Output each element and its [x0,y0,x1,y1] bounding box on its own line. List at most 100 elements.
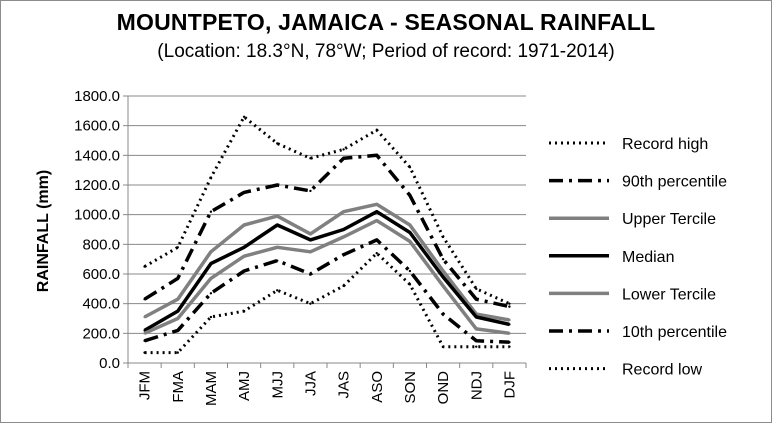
legend-label: Record low [622,362,702,379]
data-point [375,203,378,206]
data-point [242,191,246,194]
data-point [276,142,279,145]
data-point [441,269,445,273]
data-point [508,318,511,322]
data-point [276,183,279,187]
data-point [309,238,312,242]
y-tick-label: 0.0 [99,355,120,372]
series-line-median [143,209,510,332]
data-point [176,277,179,280]
data-point [441,235,445,239]
x-tick-label: ASO [369,371,386,403]
data-point [143,298,146,301]
data-point [209,250,213,253]
data-point [143,339,146,342]
series-line-record-low [144,251,510,355]
x-tick-label: AMJ [236,371,253,401]
data-point [408,231,412,234]
data-point [309,272,312,276]
x-tick-label: JFM [137,371,154,400]
data-point [441,312,445,316]
legend-label: Upper Tercile [622,211,716,228]
y-tick-label: 1400.0 [74,147,120,164]
data-point [441,345,445,348]
data-point [309,250,312,253]
y-tick-label: 1000.0 [74,207,120,224]
data-point [143,329,146,332]
legend-label: Lower Tercile [622,286,716,303]
y-tick-label: 1200.0 [74,177,120,194]
x-tick-label: MAM [203,371,220,406]
data-point [441,257,445,261]
series-lines [143,115,511,355]
data-point [276,259,279,262]
data-point [475,315,478,319]
data-point [475,327,478,331]
data-point [408,166,412,169]
legend-label: Median [622,249,674,266]
data-point [475,345,478,348]
x-tick-label: OND [435,371,452,405]
y-tick-label: 200.0 [82,325,120,342]
series-line-record-high [143,115,511,306]
data-point [342,157,345,160]
gridlines [128,95,526,334]
data-point [242,115,246,118]
data-point [408,223,412,227]
series-line-90th-percentile [143,153,510,309]
y-tick-label: 600.0 [82,266,120,283]
data-point [342,284,345,288]
y-tick-label: 800.0 [82,236,120,253]
data-point [242,255,246,258]
data-point [375,128,378,132]
x-tick-label: FMA [170,371,187,403]
x-tick-label: DJF [501,371,518,399]
data-point [143,332,146,335]
legend: Record high 90th percentile Upper Tercile M… [549,136,727,379]
data-point [342,148,345,151]
data-point [441,275,445,279]
data-point [408,269,412,273]
data-point [408,194,412,197]
data-point [209,315,213,319]
data-point [242,223,246,227]
data-point [508,302,511,305]
data-point [408,240,412,243]
data-point [143,315,146,319]
data-point [508,345,511,348]
data-point [475,339,478,342]
data-point [475,287,478,291]
x-tick-label: NDJ [468,371,485,400]
data-point [176,309,179,313]
data-point [342,253,345,256]
x-tick-label: MJJ [269,371,286,399]
data-point [309,157,312,160]
data-point [176,329,179,332]
legend-label: 90th percentile [622,174,727,191]
data-point [242,246,246,249]
data-point [309,302,312,305]
data-point [342,235,345,239]
data-point [242,309,246,313]
data-point [441,284,445,288]
data-point [508,341,511,344]
data-point [143,351,146,354]
chart-subtitle: (Location: 18.3°N, 78°W; Period of recor… [157,41,615,62]
data-point [209,262,213,265]
data-point [176,298,179,301]
data-point [342,228,345,231]
data-point [176,351,179,354]
data-point [276,289,279,292]
data-point [143,265,146,268]
data-point [276,214,279,218]
x-tick-label: SON [402,371,419,404]
data-point [375,252,378,255]
data-point [309,232,312,236]
data-point [408,283,412,286]
series-line-lower-tercile [143,218,510,336]
y-tick-label: 400.0 [82,296,120,313]
y-tick-label: 1600.0 [74,118,120,135]
legend-label: Record high [622,136,708,153]
